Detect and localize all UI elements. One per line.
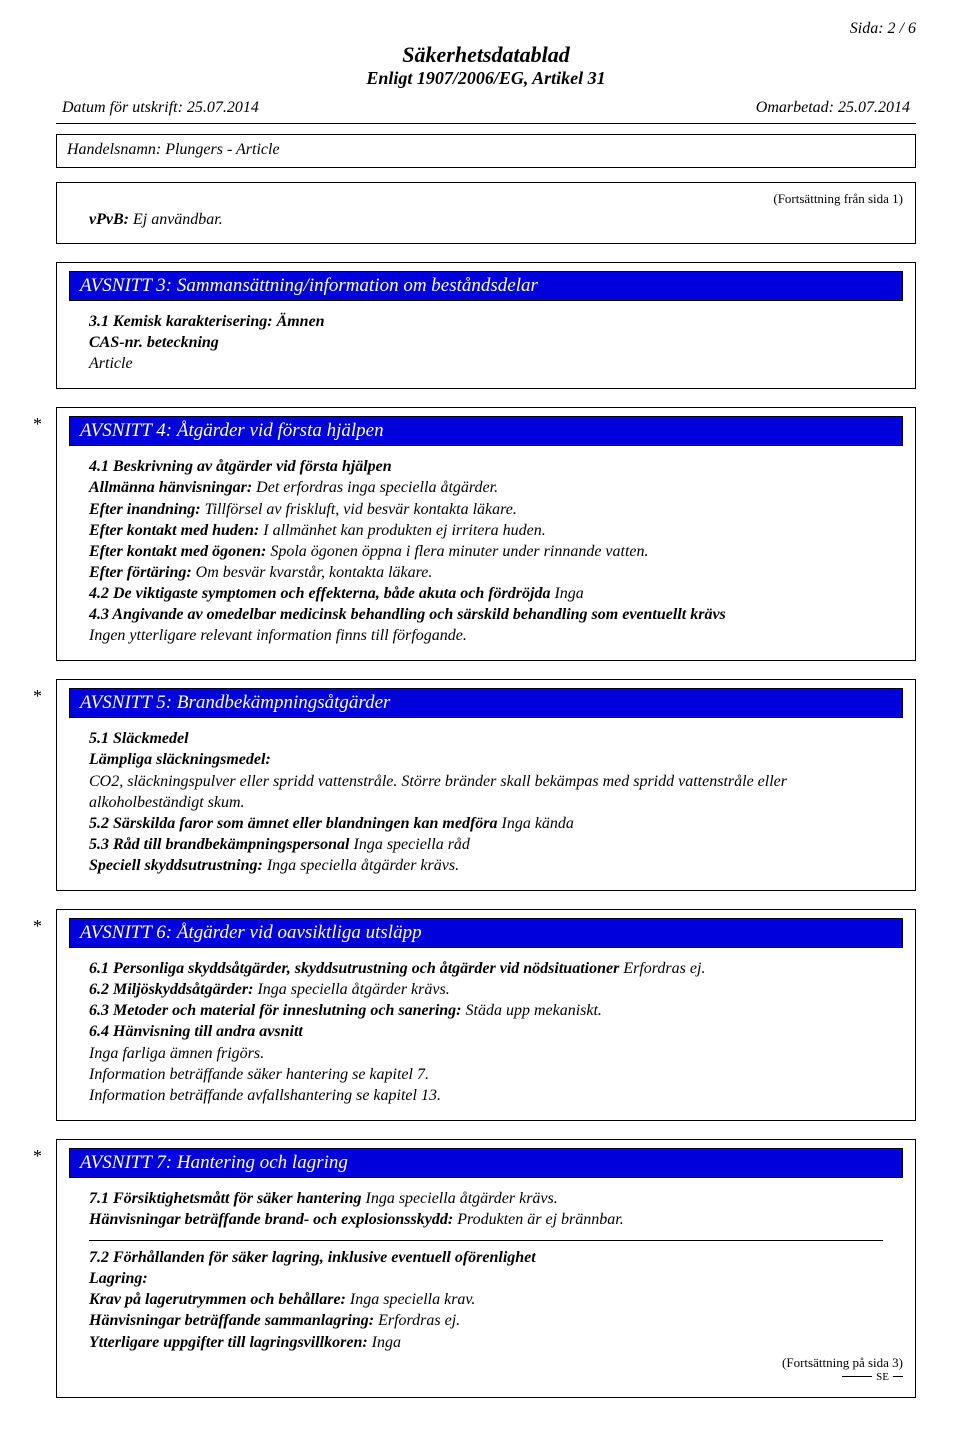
doc-subtitle: Enligt 1907/2006/EG, Artikel 31 [56,68,916,89]
trade-name-box: Handelsnamn: Plungers - Article [56,134,916,168]
doc-title: Säkerhetsdatablad [56,42,916,68]
s7-storage-label: Lagring: [89,1268,903,1289]
s6-62-label: 6.2 Miljöskyddsåtgärder: [89,981,253,998]
s6-64-v2: Information beträffande säker hantering … [89,1064,903,1085]
s6-63-label: 6.3 Metoder och material för inneslutnin… [89,1002,462,1019]
se-label: SE [876,1371,889,1383]
s5-suitable-value: CO2, släckningspulver eller spridd vatte… [89,771,903,813]
continuation-block: (Fortsättning från sida 1) vPvB: Ej anvä… [56,182,916,244]
s7-further-label: Ytterligare uppgifter till lagringsvillk… [89,1334,368,1351]
page-number: Sida: 2 / 6 [56,20,916,38]
section-7: AVSNITT 7: Hantering och lagring 7.1 För… [56,1139,916,1398]
s7-fire-value: Produkten är ej brännbar. [457,1211,624,1228]
s5-53-value: Inga speciella råd [354,836,470,853]
s4-inhalation-label: Efter inandning: [89,501,201,518]
s4-general-label: Allmänna hänvisningar: [89,479,252,496]
s7-req-label: Krav på lagerutrymmen och behållare: [89,1291,346,1308]
s4-eyes-label: Efter kontakt med ögonen: [89,543,266,560]
s3-line3: Article [89,353,903,374]
s4-ingestion-value: Om besvär kvarstår, kontakta läkare. [196,564,433,581]
section-6-header: AVSNITT 6: Åtgärder vid oavsiktliga utsl… [69,918,903,948]
s5-51: 5.1 Släckmedel [89,728,903,749]
s6-62-value: Inga speciella åtgärder krävs. [257,981,449,998]
s4-43-value: Ingen ytterligare relevant information f… [89,625,903,646]
section-7-body-2: 7.2 Förhållanden för säker lagring, inkl… [69,1247,903,1353]
s5-52-value: Inga kända [502,815,574,832]
s4-ingestion-label: Efter förtäring: [89,564,192,581]
section-6-body: 6.1 Personliga skyddsåtgärder, skyddsutr… [69,958,903,1106]
section-3-body: 3.1 Kemisk karakterisering: Ämnen CAS-nr… [69,311,903,374]
s7-further-value: Inga [372,1334,401,1351]
section-4: AVSNITT 4: Åtgärder vid första hjälpen 4… [56,407,916,661]
s7-together-label: Hänvisningar beträffande sammanlagring: [89,1312,374,1329]
s4-42-label: 4.2 De viktigaste symptomen och effekter… [89,585,550,602]
section-5-body: 5.1 Släckmedel Lämpliga släckningsmedel:… [69,728,903,876]
s7-together-value: Erfordras ej. [378,1312,460,1329]
s4-43-label: 4.3 Angivande av omedelbar medicinsk beh… [89,604,903,625]
s7-72-label: 7.2 Förhållanden för säker lagring, inkl… [89,1247,903,1268]
se-dash-right [893,1376,903,1377]
section-4-header: AVSNITT 4: Åtgärder vid första hjälpen [69,416,903,446]
section-7-header: AVSNITT 7: Hantering och lagring [69,1148,903,1178]
section-7-divider [89,1240,883,1241]
s4-general-value: Det erfordras inga speciella åtgärder. [256,479,498,496]
s3-line1: 3.1 Kemisk karakterisering: Ämnen [89,311,903,332]
s4-42-value: Inga [554,585,583,602]
trade-name: Handelsnamn: Plungers - Article [67,141,280,158]
section-6: AVSNITT 6: Åtgärder vid oavsiktliga utsl… [56,909,916,1121]
s6-61-label: 6.1 Personliga skyddsåtgärder, skyddsutr… [89,960,619,977]
vpvb-line: vPvB: Ej användbar. [69,211,903,229]
vpvb-label: vPvB: [89,211,129,228]
s5-equip-value: Inga speciella åtgärder krävs. [267,857,459,874]
s4-inhalation-value: Tillförsel av friskluft, vid besvär kont… [205,501,517,518]
continuation-from: (Fortsättning från sida 1) [69,191,903,207]
s6-63-value: Städa upp mekaniskt. [466,1002,602,1019]
se-line: SE [69,1371,903,1383]
s7-req-value: Inga speciella krav. [350,1291,475,1308]
header-row: Datum för utskrift: 25.07.2014 Omarbetad… [56,95,916,124]
section-5-header: AVSNITT 5: Brandbekämpningsåtgärder [69,688,903,718]
s7-71-value: Inga speciella åtgärder krävs. [366,1190,558,1207]
s6-64-v3: Information beträffande avfallshantering… [89,1085,903,1106]
s3-line2: CAS-nr. beteckning [89,332,903,353]
vpvb-value: Ej användbar. [133,211,223,228]
s4-eyes-value: Spola ögonen öppna i flera minuter under… [270,543,648,560]
s4-skin-label: Efter kontakt med huden: [89,522,259,539]
s7-71-label: 7.1 Försiktighetsmått för säker hanterin… [89,1190,362,1207]
s5-52-label: 5.2 Särskilda faror som ämnet eller blan… [89,815,498,832]
s5-53-label: 5.3 Råd till brandbekämpningspersonal [89,836,350,853]
print-date: Datum för utskrift: 25.07.2014 [62,99,259,117]
s6-64-v1: Inga farliga ämnen frigörs. [89,1043,903,1064]
s7-fire-label: Hänvisningar beträffande brand- och expl… [89,1211,453,1228]
s6-64-label: 6.4 Hänvisning till andra avsnitt [89,1021,903,1042]
section-7-body: 7.1 Försiktighetsmått för säker hanterin… [69,1188,903,1230]
continuation-to: (Fortsättning på sida 3) [69,1355,903,1371]
se-dash-left [842,1376,872,1377]
section-5: AVSNITT 5: Brandbekämpningsåtgärder 5.1 … [56,679,916,891]
section-4-body: 4.1 Beskrivning av åtgärder vid första h… [69,456,903,646]
section-3-header: AVSNITT 3: Sammansättning/information om… [69,271,903,301]
revised-date: Omarbetad: 25.07.2014 [756,99,910,117]
s4-41: 4.1 Beskrivning av åtgärder vid första h… [89,456,903,477]
s5-equip-label: Speciell skyddsutrustning: [89,857,263,874]
s4-skin-value: I allmänhet kan produkten ej irritera hu… [263,522,545,539]
s5-suitable-label: Lämpliga släckningsmedel: [89,749,903,770]
section-3: AVSNITT 3: Sammansättning/information om… [56,262,916,389]
s6-61-value: Erfordras ej. [623,960,705,977]
